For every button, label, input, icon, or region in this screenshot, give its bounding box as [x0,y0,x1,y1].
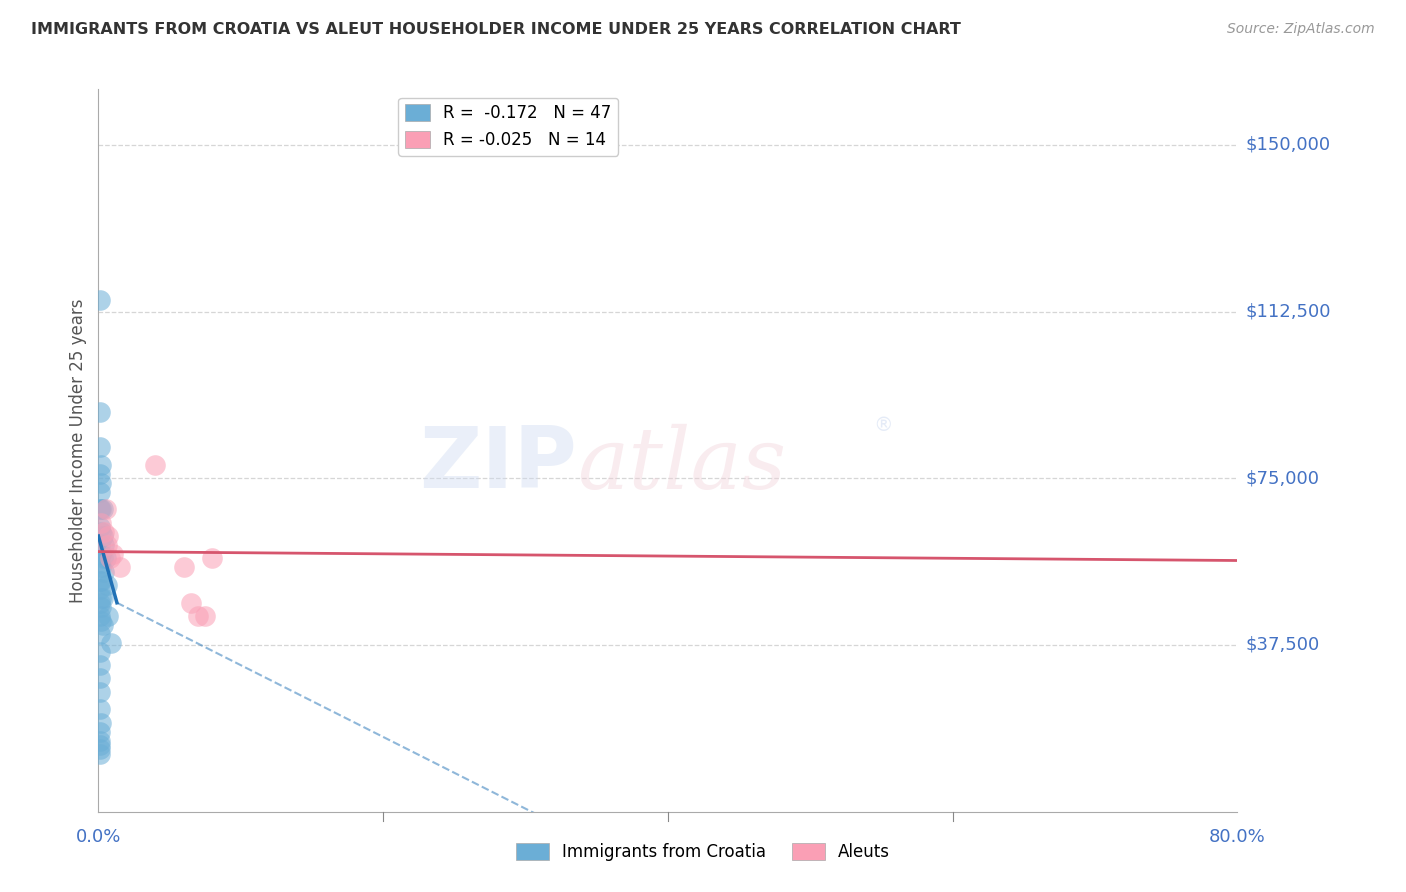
Point [90,502,112,516]
Point [100,636,122,650]
Point [89,582,111,597]
Point [97,609,120,624]
Point [96,538,118,552]
Point [89,627,111,641]
Point [108,560,131,574]
Point [96,578,118,592]
Point [89,747,111,761]
Point [91,591,114,606]
Point [89,609,111,624]
Text: $37,500: $37,500 [1246,636,1320,654]
Point [90,516,112,530]
Point [90,458,112,472]
Point [91,502,114,516]
Point [93,565,115,579]
Point [89,742,111,756]
Point [90,715,112,730]
Text: $75,000: $75,000 [1246,469,1320,487]
Text: $150,000: $150,000 [1246,136,1330,153]
Y-axis label: Householder Income Under 25 years: Householder Income Under 25 years [69,298,87,603]
Point [89,440,111,454]
Point [89,645,111,659]
Point [90,547,112,561]
Point [89,702,111,716]
Point [90,475,112,490]
Legend: Immigrants from Croatia, Aleuts: Immigrants from Croatia, Aleuts [509,836,897,868]
Point [89,467,111,481]
Point [89,658,111,673]
Point [91,551,114,566]
Text: atlas: atlas [576,424,786,507]
Point [90,560,112,574]
Point [91,618,114,632]
Point [89,293,111,308]
Point [180,596,202,610]
Point [90,614,112,628]
Point [93,524,115,539]
Point [90,591,112,606]
Point [201,551,224,566]
Legend: R =  -0.172   N = 47, R = -0.025   N = 14: R = -0.172 N = 47, R = -0.025 N = 14 [398,97,619,155]
Point [90,547,112,561]
Point [90,600,112,615]
Point [98,551,121,566]
Text: ZIP: ZIP [419,424,576,507]
Point [93,538,115,552]
Point [89,724,111,739]
Point [91,529,114,543]
Point [187,609,209,624]
Point [89,502,111,516]
Text: IMMIGRANTS FROM CROATIA VS ALEUT HOUSEHOLDER INCOME UNDER 25 YEARS CORRELATION C: IMMIGRANTS FROM CROATIA VS ALEUT HOUSEHO… [31,22,960,37]
Point [89,538,111,552]
Point [194,609,217,624]
Point [89,484,111,499]
Point [89,404,111,418]
Point [89,596,111,610]
Point [89,733,111,747]
Point [89,520,111,534]
Point [89,684,111,698]
Point [101,547,124,561]
Text: $112,500: $112,500 [1246,302,1331,320]
Text: 0.0%: 0.0% [76,829,121,847]
Text: 80.0%: 80.0% [1209,829,1265,847]
Point [97,529,120,543]
Point [89,574,111,588]
Point [90,524,112,539]
Text: Source: ZipAtlas.com: Source: ZipAtlas.com [1227,22,1375,37]
Text: ®: ® [873,416,893,434]
Point [89,738,111,752]
Point [94,502,117,516]
Point [90,574,112,588]
Point [145,458,167,472]
Point [173,560,195,574]
Point [89,556,111,570]
Point [94,551,117,566]
Point [89,671,111,685]
